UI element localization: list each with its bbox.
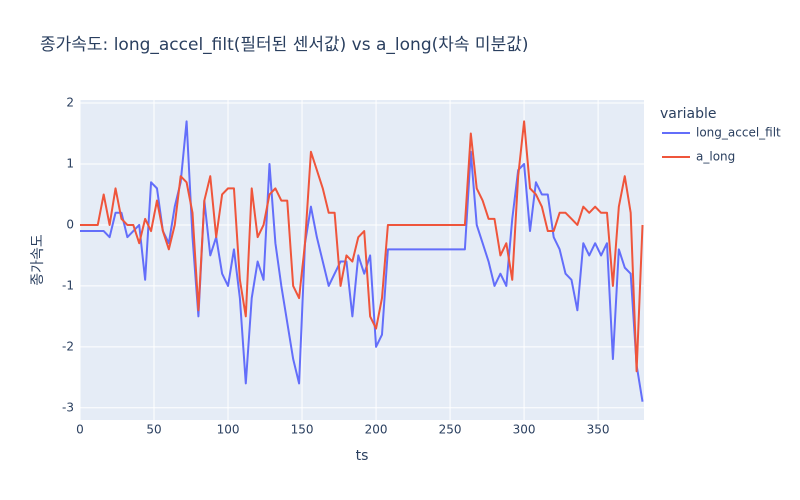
x-tick-label: 350 bbox=[587, 423, 610, 437]
plot-area bbox=[80, 100, 644, 420]
x-tick-label: 50 bbox=[146, 423, 161, 437]
x-tick-label: 0 bbox=[76, 423, 84, 437]
y-tick-label: -3 bbox=[62, 400, 74, 414]
x-tick-label: 100 bbox=[217, 423, 240, 437]
y-tick-label: 0 bbox=[66, 217, 74, 231]
series-line bbox=[80, 120, 644, 373]
x-tick-label: 250 bbox=[439, 423, 462, 437]
legend-label: long_accel_filt bbox=[696, 126, 781, 140]
x-axis-title: ts bbox=[356, 448, 369, 464]
legend-label: a_long bbox=[696, 150, 735, 164]
chart-title: 종가속도: long_accel_filt(필터된 센서값) vs a_long… bbox=[40, 35, 528, 55]
series-line bbox=[80, 120, 644, 402]
y-tick-label: -1 bbox=[62, 278, 74, 292]
y-tick-label: 2 bbox=[66, 96, 74, 110]
lines bbox=[80, 120, 644, 402]
grid bbox=[79, 100, 644, 420]
legend-title: variable bbox=[660, 106, 716, 122]
x-tick-label: 150 bbox=[291, 423, 314, 437]
y-axis-title: 종가속도 bbox=[30, 234, 46, 286]
y-tick-label: 1 bbox=[66, 157, 74, 171]
x-tick-label: 200 bbox=[365, 423, 388, 437]
y-tick-label: -2 bbox=[62, 339, 74, 353]
x-tick-label: 300 bbox=[513, 423, 536, 437]
